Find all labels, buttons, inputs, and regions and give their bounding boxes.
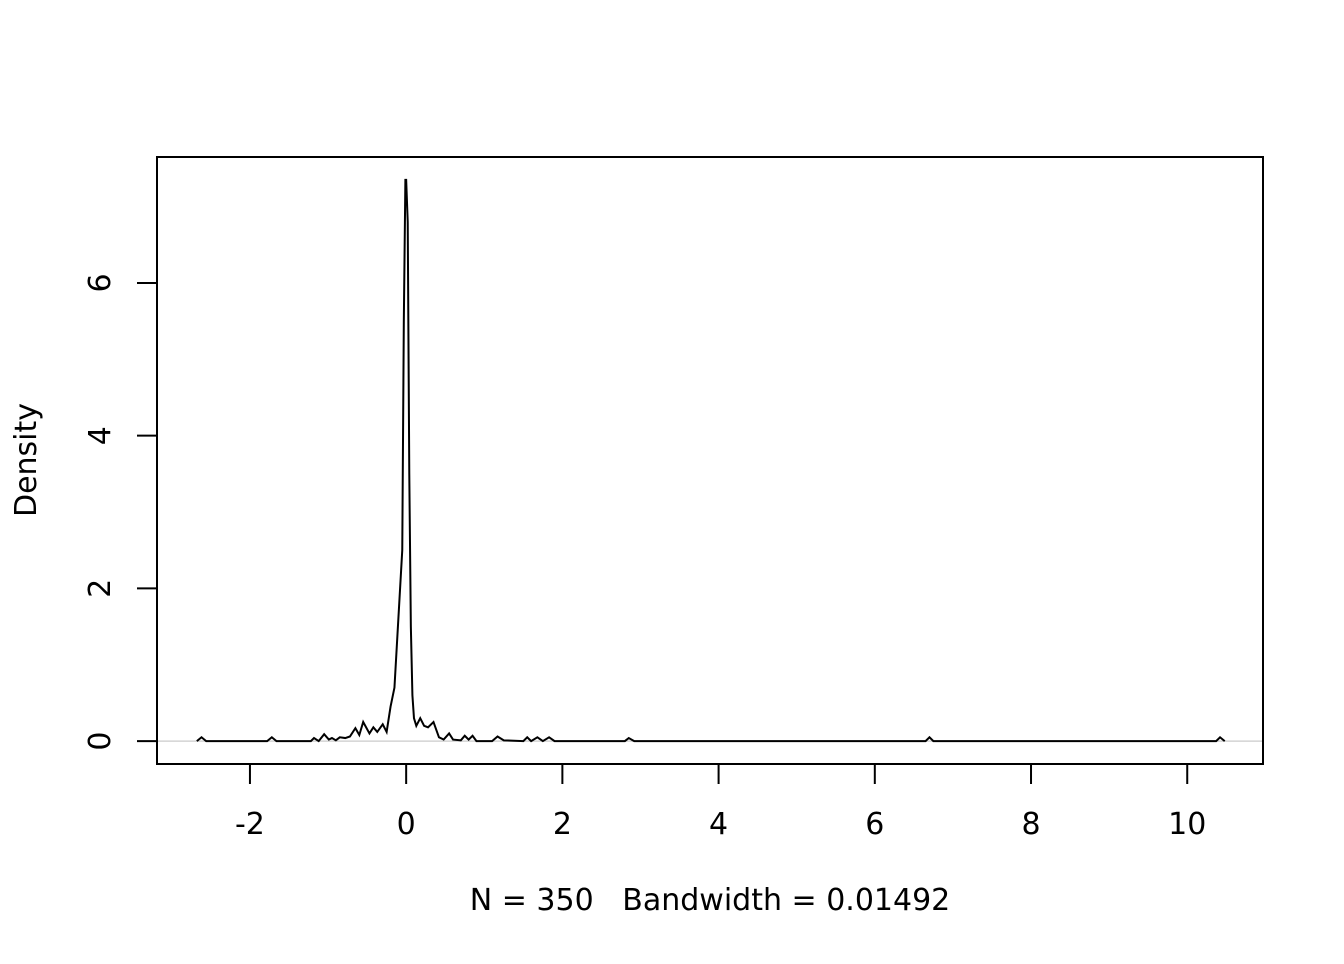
y-tick-label: 2 [83,579,118,598]
x-tick-label: 2 [553,807,572,842]
x-tick-label: -2 [235,807,265,842]
x-tick-label: 6 [865,807,884,842]
x-axis-label: N = 350 Bandwidth = 0.01492 [470,883,951,918]
y-axis-label: Density [9,403,44,517]
y-tick-label: 4 [83,426,118,445]
y-tick-label: 0 [83,732,118,751]
plot-frame [156,156,1264,765]
x-tick-label: 8 [1021,807,1040,842]
x-tick-label: 0 [397,807,416,842]
x-tick-label: 10 [1168,807,1206,842]
density-line [196,178,1226,743]
x-tick-label: 4 [709,807,728,842]
y-tick-label: 6 [83,273,118,292]
